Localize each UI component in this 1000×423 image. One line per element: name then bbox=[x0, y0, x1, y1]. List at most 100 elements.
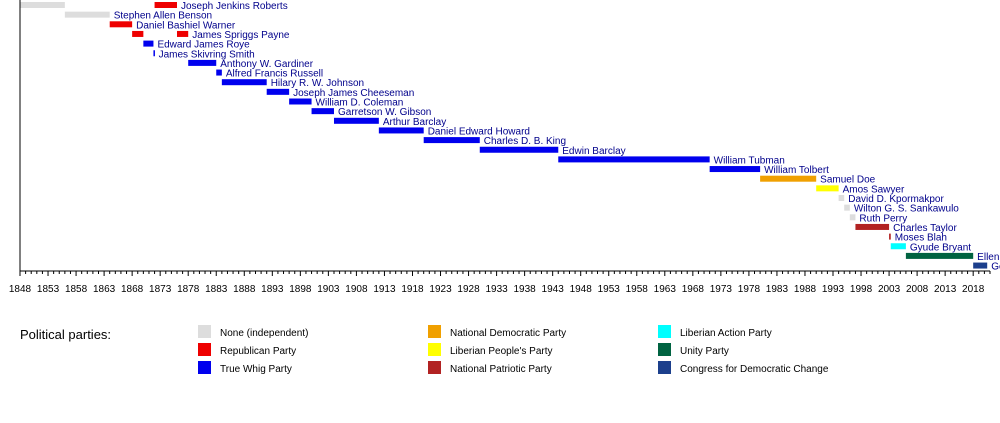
president-name-label: Ruth Perry bbox=[859, 213, 907, 224]
x-tick-label: 1983 bbox=[766, 284, 789, 295]
legend-entry-label: Unity Party bbox=[680, 346, 729, 357]
president-name-label: Stephen Allen Benson bbox=[114, 11, 212, 22]
president-name-label: Gyude Bryant bbox=[910, 242, 971, 253]
term-bar bbox=[849, 214, 856, 221]
term-bar bbox=[423, 137, 480, 144]
term-bar bbox=[905, 252, 974, 259]
x-tick-label: 1868 bbox=[121, 284, 144, 295]
term-bar bbox=[20, 2, 65, 8]
term-bar bbox=[378, 127, 424, 134]
president-name-label: Daniel Edward Howard bbox=[428, 126, 530, 137]
legend-entry-label: True Whig Party bbox=[220, 364, 292, 375]
president-name-label: Edward James Roye bbox=[157, 40, 250, 51]
term-bar bbox=[154, 2, 177, 8]
term-bar bbox=[709, 166, 761, 173]
term-bar bbox=[266, 88, 290, 95]
president-name-label: Moses Blah bbox=[895, 233, 947, 244]
x-tick-label: 1933 bbox=[485, 284, 508, 295]
x-tick-label: 1913 bbox=[373, 284, 396, 295]
president-name-label: Edwin Barclay bbox=[562, 146, 625, 157]
president-name-label: James Spriggs Payne bbox=[192, 30, 290, 41]
term-bar bbox=[153, 50, 155, 57]
x-tick-label: 1853 bbox=[37, 284, 60, 295]
x-tick-label: 1883 bbox=[205, 284, 228, 295]
term-bar bbox=[221, 79, 267, 86]
term-bar bbox=[816, 185, 839, 192]
x-tick-label: 1848 bbox=[9, 284, 32, 295]
legend-entry-label: None (independent) bbox=[220, 328, 308, 339]
legend-swatch bbox=[658, 325, 671, 338]
president-name-label: Garretson W. Gibson bbox=[338, 107, 431, 118]
x-tick-label: 1948 bbox=[570, 284, 593, 295]
term-bar bbox=[132, 30, 144, 37]
term-bar bbox=[333, 117, 379, 124]
term-bar bbox=[855, 223, 890, 230]
x-tick-label: 2018 bbox=[962, 284, 985, 295]
president-name-label: George Weah bbox=[991, 262, 1000, 273]
president-name-label: Joseph Jenkins Roberts bbox=[181, 1, 288, 12]
x-tick-label: 1993 bbox=[822, 284, 845, 295]
x-tick-label: 1858 bbox=[65, 284, 88, 295]
president-name-label: James Skivring Smith bbox=[159, 49, 255, 60]
president-name-label: David D. Kpormakpor bbox=[848, 194, 944, 205]
term-bar bbox=[188, 59, 217, 66]
term-bar bbox=[973, 262, 988, 269]
president-name-label: Hilary R. W. Johnson bbox=[271, 78, 364, 89]
president-name-label: Ellen Johnson Sirleaf bbox=[977, 252, 1000, 263]
term-bar bbox=[216, 69, 222, 76]
term-bar bbox=[889, 233, 891, 240]
x-tick-label: 1958 bbox=[626, 284, 649, 295]
term-bar bbox=[64, 11, 110, 18]
president-name-label: Anthony W. Gardiner bbox=[220, 59, 313, 70]
term-bar bbox=[558, 156, 710, 163]
x-tick-label: 1918 bbox=[401, 284, 424, 295]
legend-entry-label: Liberian People's Party bbox=[450, 346, 553, 357]
legend-entry-label: Republican Party bbox=[220, 346, 296, 357]
term-bar bbox=[844, 204, 850, 211]
term-bar bbox=[890, 243, 906, 250]
x-tick-label: 1888 bbox=[233, 284, 256, 295]
legend-entry-label: Liberian Action Party bbox=[680, 328, 772, 339]
legend-swatch bbox=[428, 361, 441, 374]
legend-entry-label: National Patriotic Party bbox=[450, 364, 552, 375]
legend-swatch bbox=[198, 361, 211, 374]
term-bar bbox=[109, 21, 133, 28]
legend-swatch bbox=[198, 343, 211, 356]
term-bar bbox=[311, 108, 334, 115]
term-bar bbox=[760, 175, 817, 182]
x-axis: 1848 1853 1858 1863 1868 1873 1878 1883 1888 1893… bbox=[9, 0, 991, 295]
president-name-label: Charles Taylor bbox=[893, 223, 957, 234]
term-bar bbox=[289, 98, 312, 105]
president-name-label: Amos Sawyer bbox=[843, 184, 905, 195]
x-tick-label: 2013 bbox=[934, 284, 957, 295]
timeline-bars bbox=[20, 2, 988, 269]
x-tick-label: 1988 bbox=[794, 284, 817, 295]
president-name-label: Daniel Bashiel Warner bbox=[136, 20, 236, 31]
x-tick-label: 1923 bbox=[429, 284, 452, 295]
term-bar bbox=[176, 30, 189, 37]
president-name-label: Arthur Barclay bbox=[383, 117, 446, 128]
president-name-label: Charles D. B. King bbox=[484, 136, 566, 147]
legend-swatch bbox=[198, 325, 211, 338]
term-bar bbox=[143, 40, 154, 47]
president-name-label: Samuel Doe bbox=[820, 175, 875, 186]
legend-title: Political parties: bbox=[20, 327, 111, 342]
president-name-label: Alfred Francis Russell bbox=[226, 69, 323, 80]
x-tick-label: 1873 bbox=[149, 284, 172, 295]
president-name-label: Wilton G. S. Sankawulo bbox=[854, 204, 959, 215]
president-name-label: William D. Coleman bbox=[316, 98, 404, 109]
x-tick-label: 1968 bbox=[682, 284, 705, 295]
legend-entry-label: National Democratic Party bbox=[450, 328, 566, 339]
president-name-label: William Tolbert bbox=[764, 165, 829, 176]
x-tick-label: 1973 bbox=[710, 284, 733, 295]
x-tick-label: 1898 bbox=[289, 284, 312, 295]
x-tick-label: 1903 bbox=[317, 284, 340, 295]
x-tick-label: 1998 bbox=[850, 284, 873, 295]
x-tick-label: 1938 bbox=[513, 284, 536, 295]
legend-entry-label: Congress for Democratic Change bbox=[680, 364, 829, 375]
x-tick-label: 1943 bbox=[542, 284, 565, 295]
term-bar bbox=[838, 195, 845, 201]
x-tick-label: 1908 bbox=[345, 284, 368, 295]
x-tick-label: 1978 bbox=[738, 284, 761, 295]
